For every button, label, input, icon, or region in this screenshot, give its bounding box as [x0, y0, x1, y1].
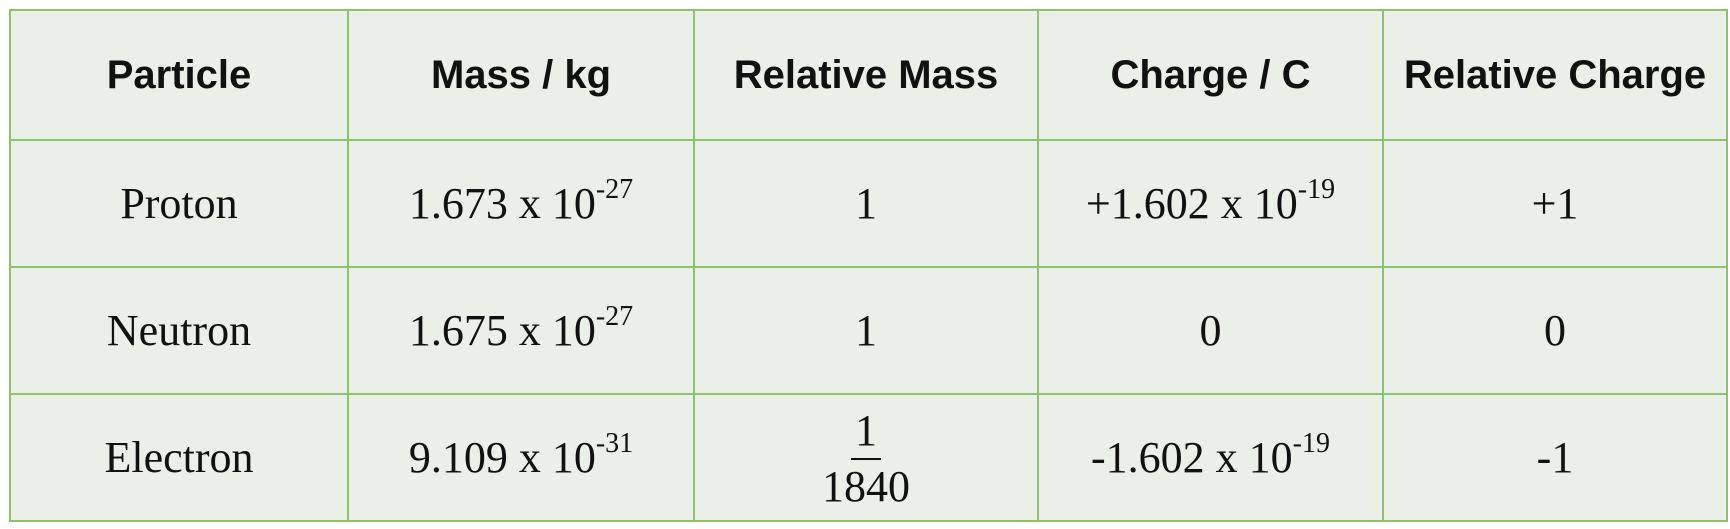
header-row: Particle Mass / kg Relative Mass Charge / C…	[9, 9, 1728, 141]
table-row: Proton 1.673 x 10-27 1 +1.602 x 10-19 +1	[9, 139, 1728, 268]
cell-exponent: -31	[595, 428, 634, 459]
header-cell: Relative Charge	[1382, 9, 1728, 141]
table-header: Particle Mass / kg Relative Mass Charge / C…	[9, 9, 1728, 141]
table-cell: +1	[1382, 139, 1728, 268]
table-cell: 0	[1037, 266, 1384, 395]
table-body: Proton 1.673 x 10-27 1 +1.602 x 10-19 +1 Neut…	[9, 139, 1728, 522]
header-text: Relative Charge	[1403, 53, 1707, 97]
cell-base: 1.675 x 10	[408, 306, 596, 355]
cell-text: 1	[855, 179, 877, 228]
table-cell: 1.675 x 10-27	[347, 266, 695, 395]
cell-text: 1	[855, 306, 877, 355]
table-cell: 1	[693, 139, 1039, 268]
table-cell: 0	[1382, 266, 1728, 395]
fraction-numerator: 1	[851, 407, 881, 460]
table-cell: -1.602 x 10-19	[1037, 393, 1384, 522]
header-text: Particle	[106, 53, 252, 97]
table-cell: 1.673 x 10-27	[347, 139, 695, 268]
header-text: Mass / kg	[430, 53, 612, 97]
header-cell: Mass / kg	[347, 9, 695, 141]
cell-text: 0	[1199, 306, 1222, 355]
cell-exponent: -19	[1297, 174, 1336, 205]
cell-base: 9.109 x 10	[408, 433, 596, 482]
cell-exponent: -27	[595, 301, 634, 332]
header-cell: Particle	[9, 9, 349, 141]
cell-base: 1.673 x 10	[408, 179, 596, 228]
header-text: Charge / C	[1110, 53, 1311, 97]
table-row: Electron 9.109 x 10-31 1 1840 -1.602 x 10-19…	[9, 393, 1728, 522]
cell-text: Proton	[120, 179, 238, 228]
table-cell: -1	[1382, 393, 1728, 522]
header-cell: Relative Mass	[693, 9, 1039, 141]
particle-table: Particle Mass / kg Relative Mass Charge / C…	[9, 9, 1728, 522]
table-cell: Proton	[9, 139, 349, 268]
cell-base: -1.602 x 10	[1091, 433, 1293, 482]
cell-text: +1	[1531, 179, 1579, 228]
table-cell: Neutron	[9, 266, 349, 395]
header-cell: Charge / C	[1037, 9, 1384, 141]
table-cell: 1 1840	[693, 393, 1039, 522]
cell-exponent: -27	[595, 174, 634, 205]
table-row: Neutron 1.675 x 10-27 1 0 0	[9, 266, 1728, 395]
cell-text: Electron	[104, 433, 254, 482]
fraction: 1 1840	[822, 407, 910, 511]
cell-text: Neutron	[106, 306, 252, 355]
table-cell: Electron	[9, 393, 349, 522]
cell-text: -1	[1536, 433, 1574, 482]
cell-exponent: -19	[1292, 428, 1330, 459]
header-text: Relative Mass	[733, 53, 999, 97]
fraction-denominator: 1840	[822, 462, 910, 511]
table-cell: 9.109 x 10-31	[347, 393, 695, 522]
cell-base: +1.602 x 10	[1085, 179, 1298, 228]
cell-text: 0	[1544, 306, 1566, 355]
table-cell: 1	[693, 266, 1039, 395]
table-cell: +1.602 x 10-19	[1037, 139, 1384, 268]
